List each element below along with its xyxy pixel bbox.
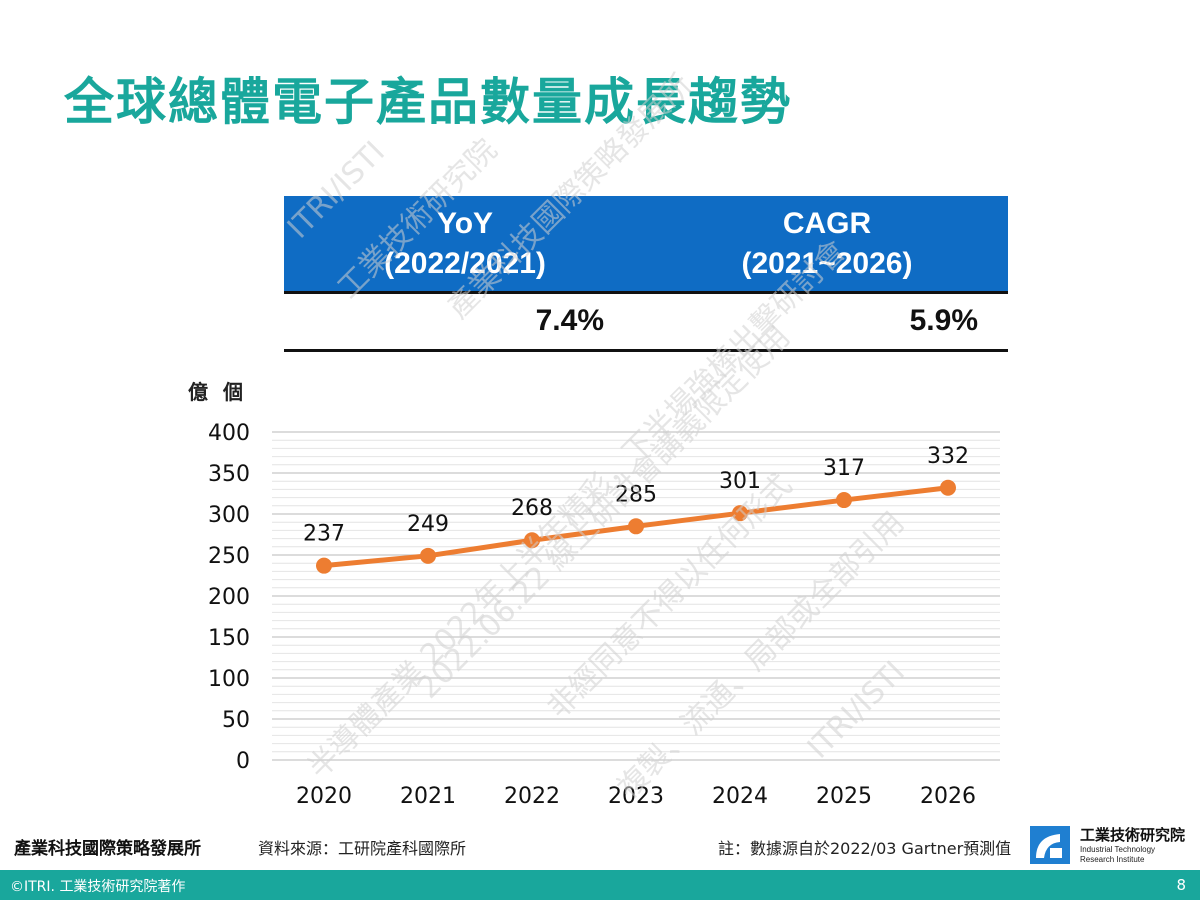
data-label: 249: [407, 512, 449, 537]
data-point: [316, 557, 332, 574]
y-tick-label: 250: [208, 544, 250, 569]
itri-logo-icon: [1030, 826, 1070, 864]
yoy-header: YoY (2022/2021): [284, 196, 646, 291]
data-label: 317: [823, 456, 865, 481]
cagr-period: (2021~2026): [741, 247, 913, 280]
logo-en-1: Industrial Technology: [1080, 845, 1156, 854]
x-tick-label: 2022: [504, 784, 560, 809]
y-tick-label: 350: [208, 462, 250, 487]
footer-org: 產業科技國際策略發展所: [14, 839, 201, 859]
y-axis-unit-label: 億 個: [188, 380, 247, 404]
cagr-value: 5.9%: [909, 304, 978, 337]
x-tick-label: 2023: [608, 784, 664, 809]
footer-note: 註：數據源自於2022/03 Gartner預測值: [718, 839, 1012, 858]
x-tick-label: 2021: [400, 784, 456, 809]
copyright: ©ITRI. 工業技術研究院著作: [10, 879, 186, 895]
data-point: [836, 492, 852, 509]
stats-table: YoY (2022/2021) CAGR (2021~2026) 7.4% 5.…: [284, 196, 1008, 354]
y-tick-label: 200: [208, 585, 250, 610]
yoy-period: (2022/2021): [384, 247, 546, 280]
y-tick-label: 0: [236, 749, 250, 774]
bottom-bar: ©ITRI. 工業技術研究院著作 8: [0, 870, 1200, 900]
x-tick-label: 2026: [920, 784, 976, 809]
data-point: [628, 518, 644, 535]
x-tick-label: 2020: [296, 784, 352, 809]
logo-en-2: Research Institute: [1080, 855, 1145, 864]
logo-zh: 工業技術研究院: [1080, 826, 1186, 844]
x-tick-label: 2025: [816, 784, 872, 809]
page-number: 8: [1176, 876, 1186, 894]
y-tick-label: 300: [208, 503, 250, 528]
itri-logo: 工業技術研究院 Industrial Technology Research I…: [1030, 824, 1190, 866]
stats-values: 7.4% 5.9%: [284, 294, 1008, 352]
line-chart: 0 50 100 150 200 250 300 350 400 2020 2021 2022 2023…: [208, 421, 1000, 809]
cagr-label: CAGR: [782, 207, 872, 240]
yoy-label: YoY: [436, 207, 494, 240]
yoy-value: 7.4%: [535, 304, 604, 337]
data-label: 237: [303, 522, 345, 547]
data-label: 285: [615, 482, 657, 507]
data-point: [732, 505, 748, 522]
y-tick-label: 150: [208, 626, 250, 651]
y-tick-label: 50: [222, 708, 250, 733]
data-point: [524, 532, 540, 549]
data-label: 301: [719, 469, 761, 494]
data-point: [940, 479, 956, 496]
x-tick-label: 2024: [712, 784, 768, 809]
data-point: [420, 547, 436, 564]
footer-source: 資料來源：工研院產科國際所: [258, 839, 467, 858]
cagr-header: CAGR (2021~2026): [646, 196, 1008, 291]
page-title: 全球總體電子產品數量成長趨勢: [64, 73, 792, 131]
data-label: 268: [511, 496, 553, 521]
stats-header: YoY (2022/2021) CAGR (2021~2026): [284, 196, 1008, 294]
y-tick-label: 100: [208, 667, 250, 692]
y-tick-label: 400: [208, 421, 250, 446]
data-label: 332: [927, 444, 969, 469]
